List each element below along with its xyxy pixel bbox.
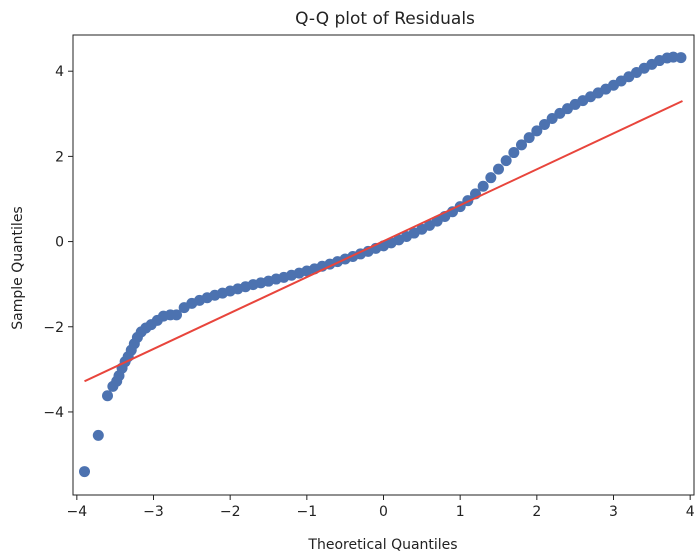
data-point	[493, 163, 504, 175]
reference-line-layer	[84, 100, 683, 383]
y-tick-label: −4	[43, 405, 64, 421]
x-tick-label: −2	[220, 504, 241, 520]
x-tick-label: 3	[609, 504, 618, 520]
data-point	[477, 180, 489, 192]
data-point	[539, 118, 550, 130]
axes-frame	[72, 34, 695, 496]
data-point	[79, 466, 90, 478]
chart-title: Q-Q plot of Residuals	[295, 9, 475, 29]
x-tick-label: −4	[67, 504, 88, 520]
data-point	[500, 155, 512, 167]
data-point	[508, 147, 520, 159]
x-axis-label: Theoretical Quantiles	[307, 537, 457, 553]
data-point	[523, 132, 535, 144]
data-point	[675, 52, 687, 64]
data-point	[102, 390, 113, 402]
y-tick-label: −2	[43, 320, 64, 336]
data-point	[485, 172, 497, 184]
y-axis: −4 −2 0 2 4	[43, 64, 73, 421]
x-tick-label: 2	[532, 504, 541, 520]
data-point	[171, 309, 182, 321]
reference-line	[84, 100, 683, 383]
y-tick-label: 0	[55, 235, 64, 251]
points-layer	[79, 51, 687, 478]
x-tick-label: 4	[686, 504, 695, 520]
y-axis-label: Sample Quantiles	[10, 206, 26, 329]
data-point	[92, 429, 104, 441]
data-point	[516, 139, 527, 151]
x-tick-label: 1	[456, 504, 465, 520]
data-point	[531, 125, 543, 137]
x-tick-label: 0	[379, 504, 388, 520]
y-tick-label: 4	[55, 64, 64, 80]
x-tick-label: −1	[297, 504, 318, 520]
x-axis: −4 −3 −2 −1 0 1 2 3 4	[67, 495, 695, 520]
y-tick-label: 2	[55, 149, 64, 165]
x-tick-label: −3	[143, 504, 164, 520]
plot-area	[79, 51, 687, 478]
